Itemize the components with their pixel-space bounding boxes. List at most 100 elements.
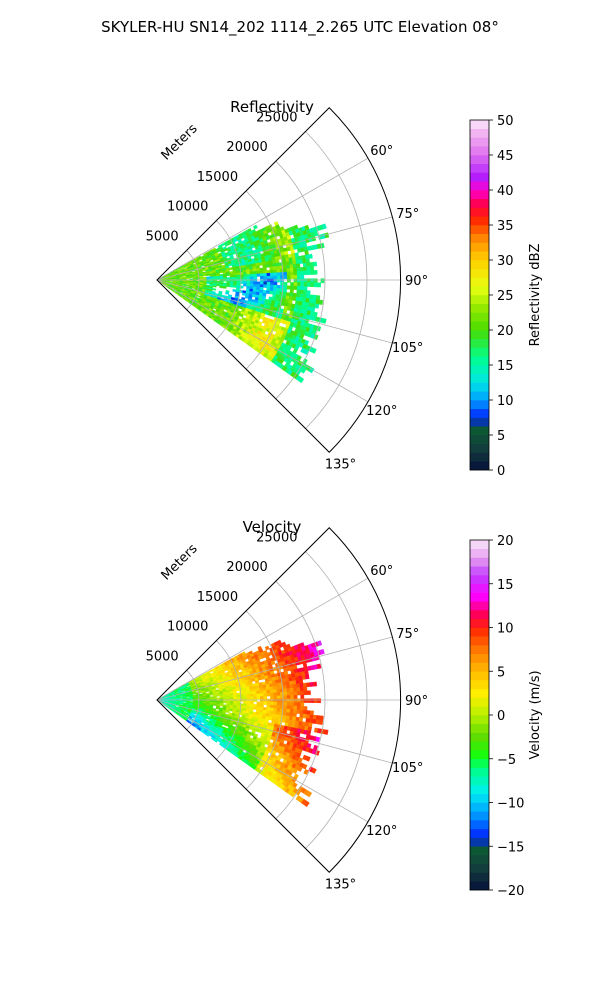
- radar-cell: [249, 691, 254, 695]
- radar-cell: [233, 697, 238, 700]
- radar-cell: [314, 303, 320, 309]
- radar-cell: [304, 670, 309, 676]
- radar-cell: [256, 281, 261, 285]
- radar-cell: [296, 683, 301, 688]
- radar-cell: [313, 698, 318, 704]
- colorbar-tick-label: 15: [497, 578, 514, 593]
- colorbar-band: [470, 557, 489, 567]
- radar-cell: [282, 681, 287, 686]
- radar-cell: [283, 268, 288, 273]
- radar-cell: [283, 708, 288, 713]
- colorbar-band: [470, 426, 489, 436]
- radar-cell: [289, 712, 294, 717]
- radar-cell: [311, 347, 317, 354]
- colorbar-band: [470, 566, 489, 576]
- radar-cell: [286, 688, 291, 693]
- radar-cell: [296, 274, 301, 279]
- colorbar-tick-label: 35: [497, 219, 514, 234]
- radar-cell: [179, 697, 184, 699]
- radar-cell: [258, 262, 263, 266]
- radar-cell: [229, 697, 234, 700]
- radar-cell: [233, 277, 238, 280]
- radar-cell: [251, 294, 257, 298]
- radar-cell: [299, 289, 304, 295]
- radar-cell: [293, 709, 298, 714]
- radar-cell: [302, 293, 307, 299]
- radar-cell: [213, 277, 217, 280]
- radar-cell: [307, 282, 311, 287]
- range-tick-label: 5000: [146, 229, 179, 244]
- radar-cell: [286, 702, 291, 707]
- radar-cell: [282, 265, 287, 270]
- colorbar-band: [470, 461, 489, 471]
- radar-cell: [236, 701, 241, 704]
- radar-cell: [299, 266, 304, 272]
- colorbar-band: [470, 846, 489, 856]
- radar-cell: [259, 270, 264, 274]
- radar-cell: [293, 687, 298, 692]
- radar-cell: [226, 273, 231, 276]
- radar-cell: [246, 698, 251, 702]
- colorbar-band: [470, 216, 489, 226]
- radar-cell: [263, 284, 268, 288]
- radar-cell: [296, 271, 301, 276]
- radar-cell: [286, 712, 291, 717]
- radar-cell: [249, 696, 254, 700]
- colorbar-band: [470, 312, 489, 322]
- colorbar-band: [470, 583, 489, 593]
- radar-cell: [270, 698, 274, 703]
- radar-cell: [219, 704, 224, 707]
- radar-cell: [169, 280, 174, 282]
- radar-cell: [290, 695, 295, 700]
- radar-cell: [165, 698, 170, 700]
- colorbar-tick-label: −10: [497, 797, 524, 812]
- radar-cell: [216, 283, 221, 287]
- radar-cell: [273, 698, 278, 703]
- colorbar-band: [470, 592, 489, 602]
- radar-cell: [219, 270, 224, 274]
- range-axis-label: Meters: [159, 541, 201, 583]
- colorbar-band: [470, 137, 489, 147]
- radar-cell: [243, 276, 248, 280]
- radar-cell: [318, 719, 324, 725]
- radar-cell: [303, 266, 308, 272]
- radar-cell: [290, 705, 295, 710]
- radar-cell: [286, 708, 291, 714]
- radar-cell: [263, 695, 268, 700]
- radar-cell: [292, 683, 297, 689]
- colorbar-band: [470, 680, 489, 690]
- radar-cell: [236, 281, 241, 284]
- radar-cell: [296, 691, 301, 696]
- radar-cell: [276, 285, 281, 289]
- radar-cell: [273, 704, 278, 709]
- radar-cell: [212, 285, 217, 288]
- radar-cell: [317, 282, 321, 288]
- colorbar-band: [470, 548, 489, 558]
- radar-cell: [286, 698, 291, 703]
- radar-cell: [303, 710, 308, 715]
- radar-cell: [300, 690, 305, 696]
- radar-cell: [209, 277, 214, 280]
- radar-cell: [259, 267, 264, 272]
- colorbar-band: [470, 662, 489, 672]
- radar-cell: [300, 278, 305, 283]
- colorbar-band: [470, 627, 489, 637]
- colorbar-band: [470, 408, 489, 418]
- colorbar-band: [470, 181, 489, 191]
- radar-cell: [290, 282, 295, 287]
- radar-cell: [276, 698, 281, 703]
- radar-cell: [269, 284, 274, 289]
- radar-cell: [263, 270, 268, 274]
- colorbar-band: [470, 863, 489, 873]
- radar-cell: [283, 705, 288, 710]
- colorbar-band: [470, 636, 489, 646]
- radar-cell: [263, 690, 268, 694]
- colorbar-band: [470, 872, 489, 882]
- radar-cell: [296, 289, 301, 294]
- colorbar-band: [470, 610, 489, 620]
- radar-cell: [306, 690, 311, 695]
- radar-cell: [260, 696, 264, 700]
- radar-cell: [209, 693, 214, 696]
- radar-cell: [283, 275, 288, 280]
- radar-cell: [253, 276, 258, 280]
